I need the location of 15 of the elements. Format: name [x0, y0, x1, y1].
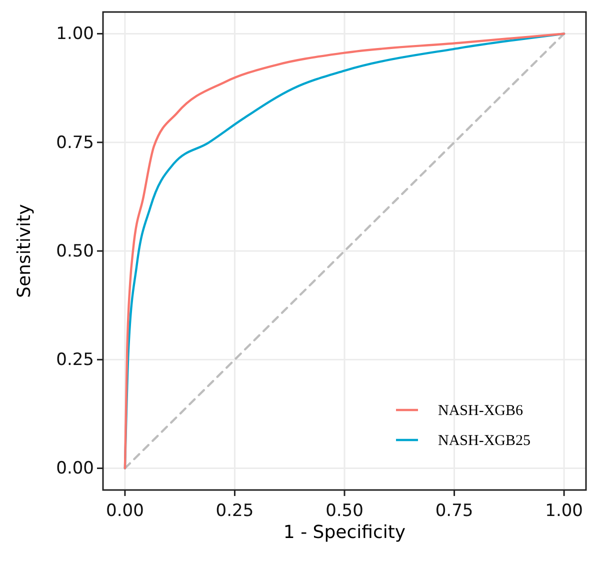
- x-tick-label: 0.75: [435, 501, 474, 521]
- y-tick-label: 0.50: [56, 241, 94, 262]
- x-tick-label: 1.00: [545, 501, 583, 521]
- y-tick-label: 1.00: [56, 24, 94, 44]
- x-tick-label: 0.00: [106, 501, 144, 521]
- legend-label: NASH-XGB25: [438, 433, 531, 449]
- x-axis-title: 1 - Specificity: [283, 522, 406, 543]
- y-tick-label: 0.75: [56, 132, 94, 153]
- y-tick-label: 0.00: [56, 458, 94, 479]
- y-axis-title: Sensitivity: [14, 204, 35, 298]
- legend-label: NASH-XGB6: [438, 403, 524, 419]
- y-tick-label: 0.25: [56, 350, 94, 370]
- x-tick-label: 0.25: [216, 501, 254, 521]
- line-series: [124, 32, 566, 470]
- x-tick-label: 0.50: [326, 501, 364, 521]
